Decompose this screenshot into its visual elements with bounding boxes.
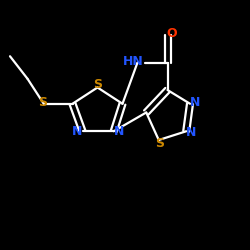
- Text: N: N: [186, 126, 196, 139]
- Text: S: S: [38, 96, 47, 109]
- Text: N: N: [114, 125, 124, 138]
- Text: O: O: [166, 27, 176, 40]
- Text: HN: HN: [124, 55, 144, 68]
- Text: N: N: [72, 125, 83, 138]
- Text: N: N: [190, 96, 201, 109]
- Text: S: S: [156, 137, 164, 150]
- Text: S: S: [93, 78, 102, 92]
